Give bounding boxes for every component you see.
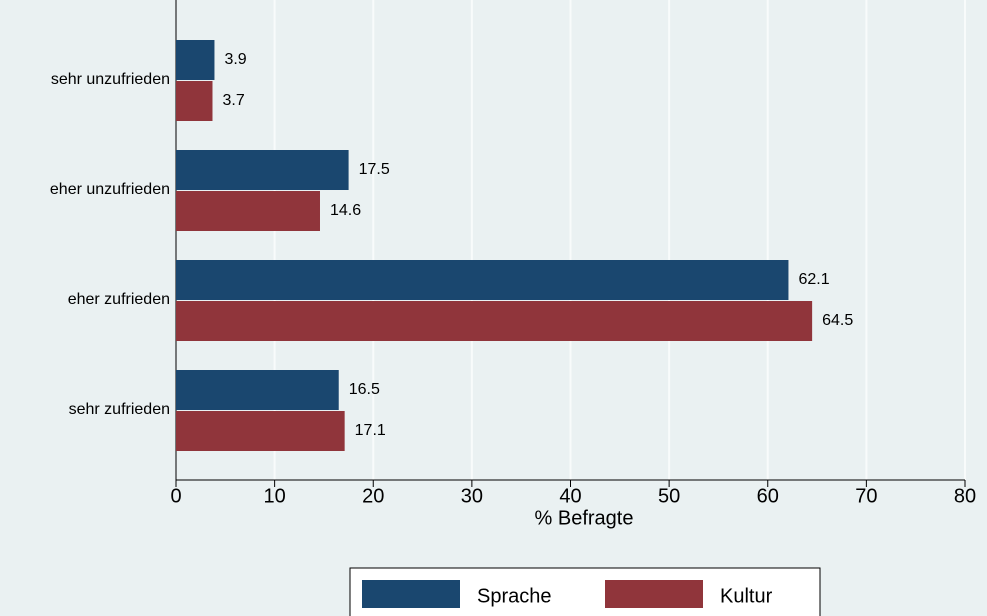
x-axis-label: % Befragte	[535, 507, 634, 529]
legend-label: Kultur	[720, 585, 773, 607]
x-tick-label: 60	[757, 485, 779, 507]
value-label: 3.9	[224, 51, 246, 68]
bar	[176, 260, 789, 300]
legend-swatch	[362, 580, 460, 608]
legend-swatch	[605, 580, 703, 608]
legend-label: Sprache	[477, 585, 552, 607]
value-label: 3.7	[222, 92, 244, 109]
bar	[176, 40, 215, 80]
y-tick-label: sehr unzufrieden	[51, 71, 170, 88]
value-label: 17.1	[355, 422, 386, 439]
x-tick-label: 10	[264, 485, 286, 507]
x-tick-label: 20	[362, 485, 384, 507]
bar	[176, 301, 813, 341]
x-tick-label: 30	[461, 485, 483, 507]
bar	[176, 191, 320, 231]
y-tick-label: eher unzufrieden	[50, 181, 170, 198]
bar	[176, 370, 339, 410]
value-label: 16.5	[349, 381, 380, 398]
value-label: 14.6	[330, 202, 361, 219]
x-tick-label: 70	[855, 485, 877, 507]
bar	[176, 411, 345, 451]
x-tick-label: 50	[658, 485, 680, 507]
y-tick-label: sehr zufrieden	[69, 401, 170, 418]
value-label: 62.1	[798, 271, 829, 288]
x-tick-label: 0	[170, 485, 181, 507]
x-tick-label: 80	[954, 485, 976, 507]
value-label: 17.5	[359, 161, 390, 178]
value-label: 64.5	[822, 312, 853, 329]
x-tick-label: 40	[559, 485, 581, 507]
y-tick-label: eher zufrieden	[68, 291, 170, 308]
bar	[176, 81, 213, 121]
bar	[176, 150, 349, 190]
